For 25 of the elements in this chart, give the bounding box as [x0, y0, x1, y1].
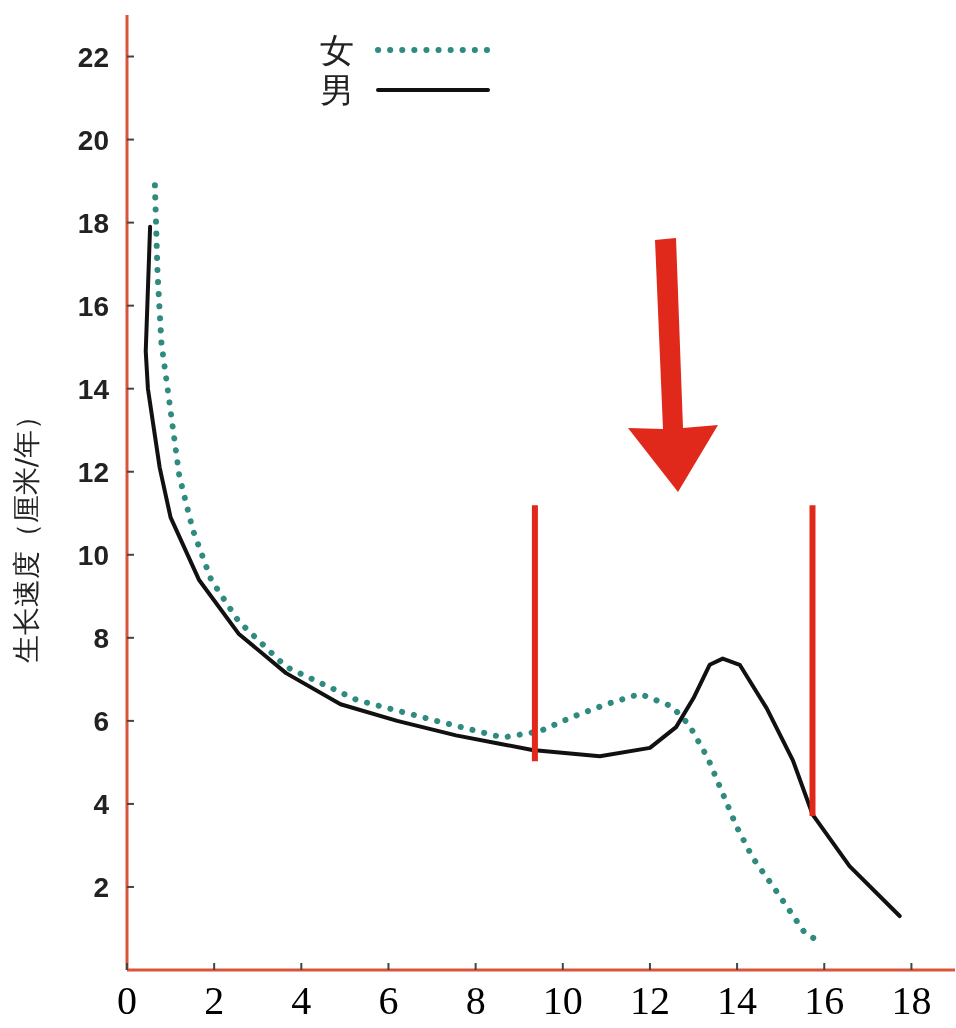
x-tick-label: 14	[717, 978, 758, 1023]
x-tick-label: 18	[891, 978, 932, 1023]
x-tick-label: 16	[804, 978, 845, 1023]
y-tick-label: 14	[77, 373, 110, 405]
x-tick-label: 0	[117, 978, 137, 1023]
y-tick-label: 22	[77, 41, 109, 73]
y-tick-label: 4	[93, 788, 110, 820]
x-tick-label: 4	[291, 978, 312, 1023]
line-series	[143, 224, 902, 919]
y-axis-title: 生长速度（厘米/年）	[10, 401, 43, 664]
y-tick-label: 6	[93, 705, 109, 737]
legend-label: 女	[320, 30, 354, 70]
y-tick-label: 12	[77, 456, 109, 488]
x-tick-label: 10	[542, 978, 583, 1023]
x-tick-label: 8	[465, 978, 486, 1023]
y-tick-label: 20	[77, 124, 109, 156]
y-tick-label: 8	[93, 622, 109, 654]
legend-label: 男	[320, 70, 354, 110]
x-tick-label: 12	[629, 978, 670, 1023]
x-tick-label: 2	[204, 978, 225, 1023]
y-tick-label: 2	[93, 871, 109, 903]
y-tick-label: 18	[77, 207, 109, 239]
y-tick-label: 16	[77, 290, 109, 322]
y-tick-label: 10	[77, 539, 109, 571]
x-tick-label: 6	[378, 978, 399, 1023]
